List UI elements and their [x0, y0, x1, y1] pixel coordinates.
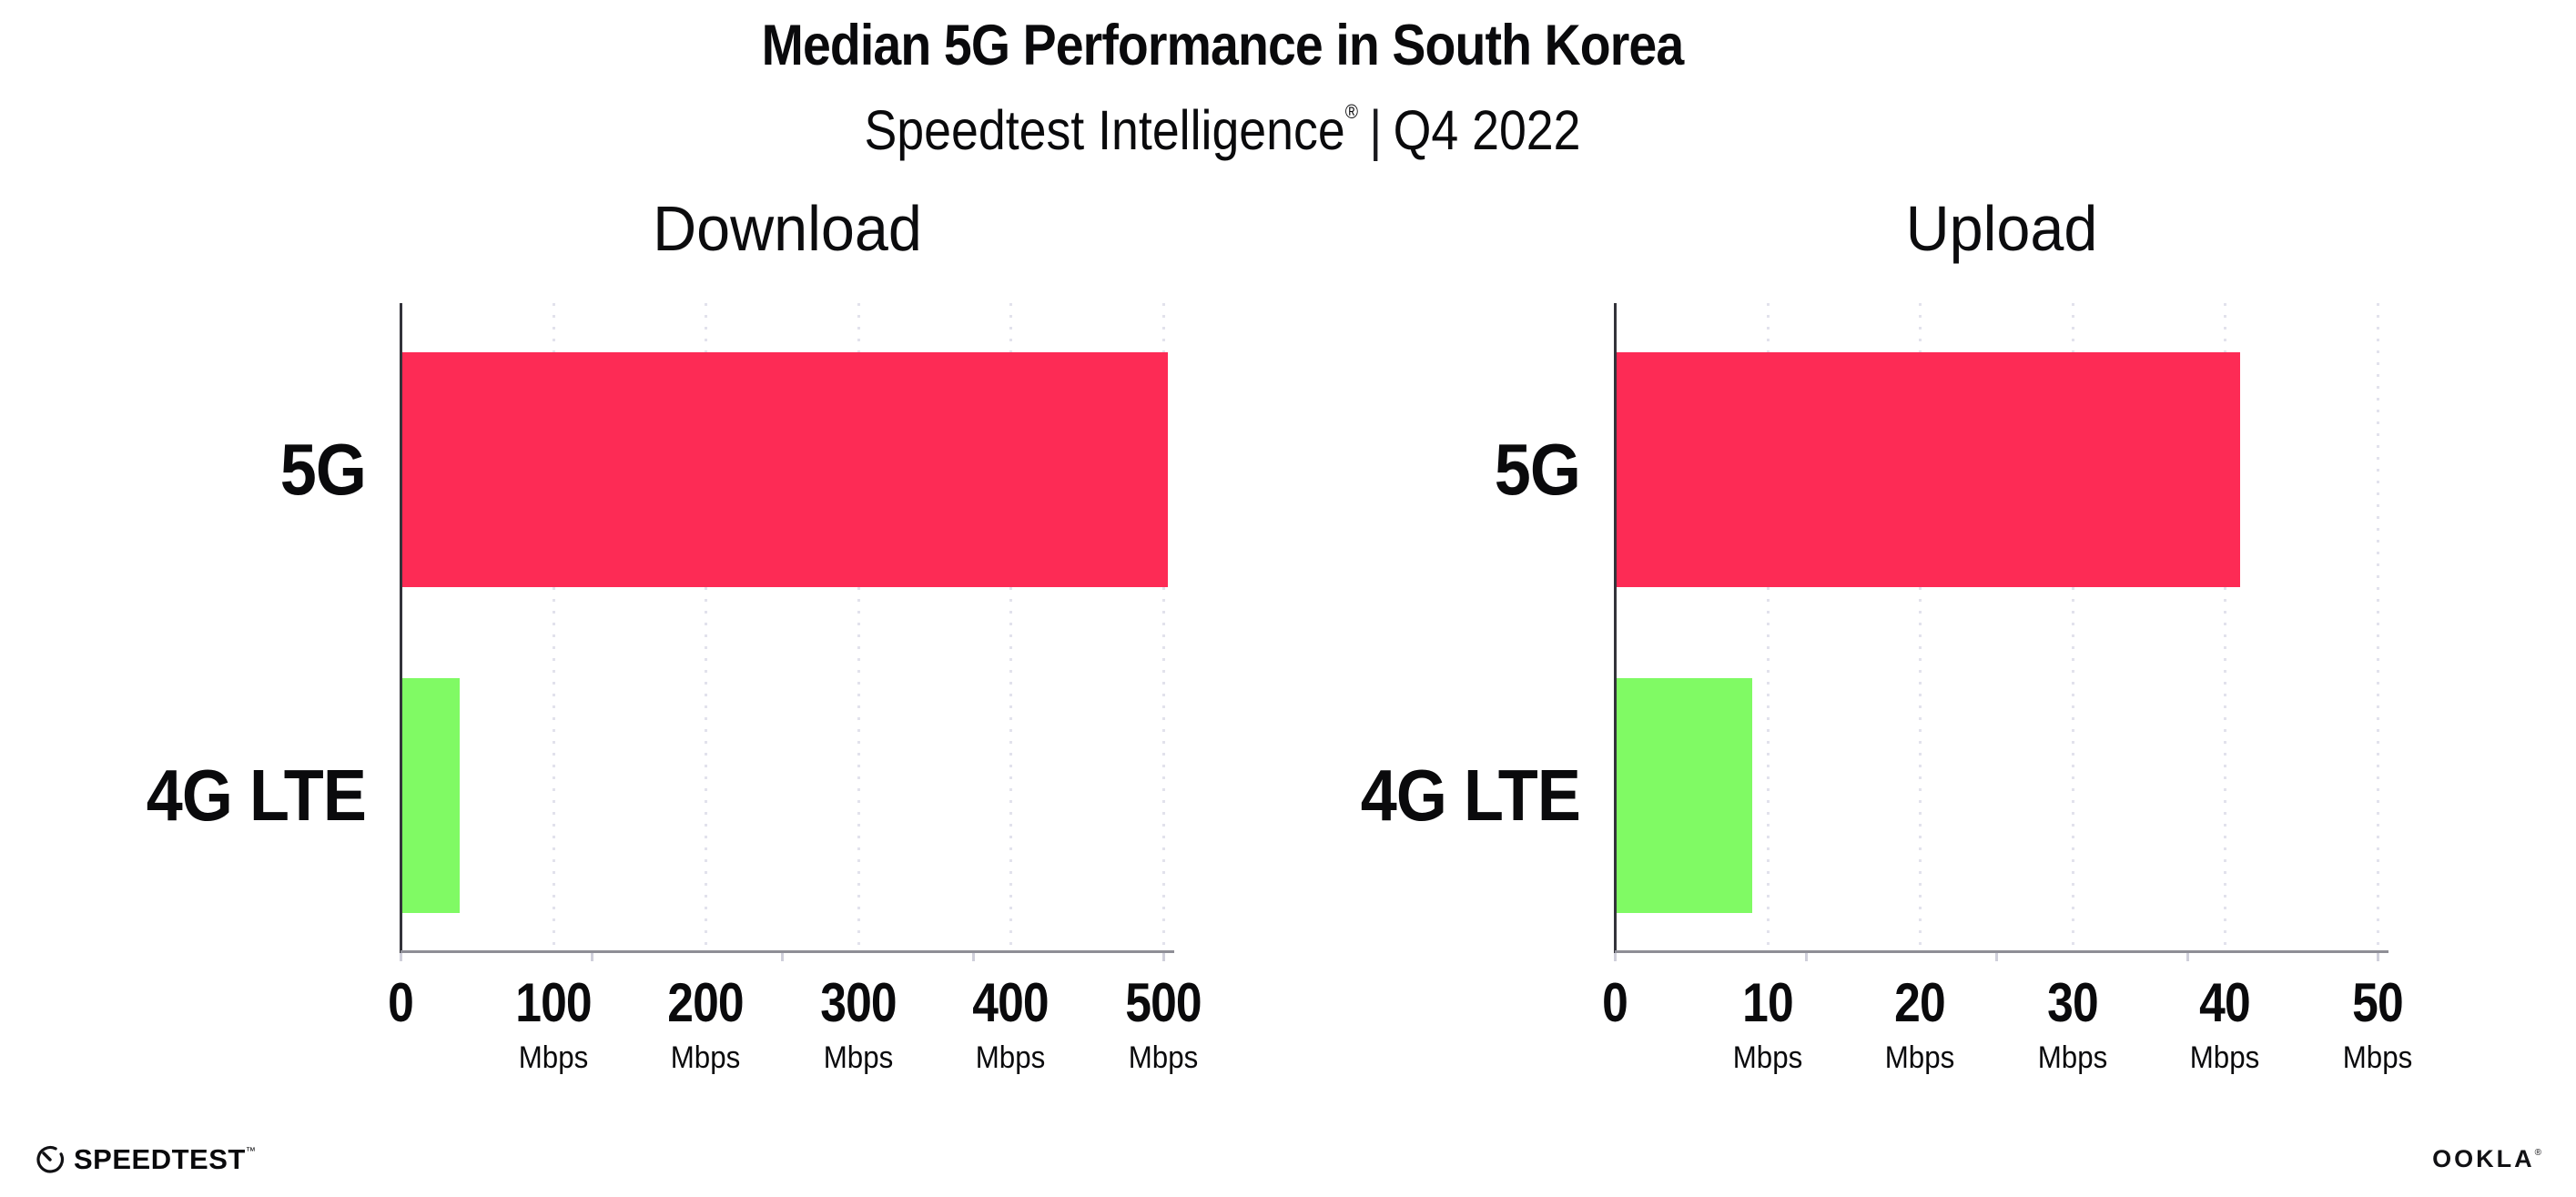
- download-tick-value: 100: [514, 972, 592, 1033]
- upload-chart-plot: Upload 5G 4G LTE 0 10 Mbps 20 Mbps 30 Mbps 40 Mbps…: [1361, 193, 2413, 1073]
- upload-gridline-50: [2377, 303, 2379, 951]
- download-tick-value: 400: [972, 972, 1050, 1033]
- download-bar-4g-lte: [401, 678, 461, 913]
- download-tick-value: 200: [667, 972, 744, 1033]
- upload-bar-4g-lte: [1615, 678, 1752, 913]
- upload-y-axis-line: [1614, 303, 1617, 953]
- upload-tick-unit: Mbps: [2037, 1040, 2108, 1075]
- ookla-logo: OOKLA®: [2432, 1145, 2541, 1172]
- subtitle-separator: |: [1369, 99, 1383, 161]
- download-gridline-400: [1009, 303, 1013, 951]
- download-category-label-5g: 5G: [279, 429, 367, 510]
- speedtest-logo: SPEEDTEST™: [35, 1143, 256, 1176]
- download-tick-label-300: 300 Mbps: [758, 972, 958, 1075]
- speedtest-wordmark: SPEEDTEST™: [74, 1143, 257, 1175]
- page-subtitle: Speedtest Intelligence® | Q4 2022: [89, 98, 2356, 162]
- download-tick-label-500: 500 Mbps: [1063, 972, 1263, 1075]
- upload-tick-value: 20: [1894, 972, 1946, 1033]
- trademark-mark: ™: [245, 1146, 257, 1157]
- download-axis-tick: [1162, 953, 1165, 961]
- download-tick-value: 0: [388, 972, 414, 1033]
- upload-axis-tick: [2186, 953, 2189, 961]
- registered-mark: ®: [2534, 1148, 2541, 1158]
- download-gridline-200: [705, 303, 708, 951]
- download-chart-title: Download: [653, 193, 922, 264]
- download-gridline-300: [857, 303, 860, 951]
- upload-tick-unit: Mbps: [2190, 1040, 2260, 1075]
- upload-tick-value: 0: [1602, 972, 1628, 1033]
- download-chart-plot: Download 5G 4G LTE 0 100 Mbps 200 Mbps 300 Mbps 4…: [147, 193, 1202, 1073]
- download-tick-unit: Mbps: [976, 1040, 1046, 1075]
- download-tick-label-0: 0: [300, 975, 501, 1031]
- upload-x-axis-line: [1615, 950, 2388, 953]
- download-tick-value: 300: [820, 972, 897, 1033]
- upload-gridline-30: [2071, 303, 2074, 951]
- download-gridline-500: [1162, 303, 1165, 951]
- upload-gridline-20: [1919, 303, 1922, 951]
- download-tick-unit: Mbps: [823, 1040, 894, 1075]
- upload-tick-label-0: 0: [1515, 975, 1715, 1031]
- download-tick-label-400: 400 Mbps: [910, 972, 1111, 1075]
- download-gridline-100: [552, 303, 555, 951]
- upload-axis-tick: [2377, 953, 2379, 961]
- download-x-axis-line: [401, 950, 1174, 953]
- download-tick-label-200: 200 Mbps: [605, 972, 806, 1075]
- download-axis-tick: [781, 953, 784, 961]
- download-tick-unit: Mbps: [670, 1040, 741, 1075]
- page-title: Median 5G Performance in South Korea: [761, 14, 1685, 77]
- registered-mark: ®: [1344, 100, 1358, 123]
- download-tick-unit: Mbps: [518, 1040, 588, 1075]
- upload-tick-label-10: 10 Mbps: [1668, 972, 1868, 1075]
- download-axis-tick: [400, 953, 402, 961]
- ookla-stylized-k: K: [2476, 1145, 2497, 1172]
- download-axis-tick: [971, 953, 975, 961]
- upload-tick-unit: Mbps: [2342, 1040, 2413, 1075]
- upload-gridline-10: [1766, 303, 1770, 951]
- download-category-label-4g-lte: 4G LTE: [146, 755, 367, 836]
- upload-tick-label-30: 30 Mbps: [1973, 972, 2173, 1075]
- upload-tick-unit: Mbps: [1884, 1040, 1955, 1075]
- upload-tick-label-50: 50 Mbps: [2277, 972, 2478, 1075]
- download-tick-label-100: 100 Mbps: [453, 972, 654, 1075]
- upload-tick-value: 50: [2352, 972, 2404, 1033]
- upload-tick-label-40: 40 Mbps: [2125, 972, 2325, 1075]
- download-axis-tick: [590, 953, 593, 961]
- upload-bar-5g: [1615, 352, 2241, 587]
- upload-axis-tick: [1995, 953, 1998, 961]
- upload-axis-tick: [1614, 953, 1617, 961]
- subtitle-brand: Speedtest Intelligence: [864, 99, 1345, 161]
- upload-category-label-4g-lte: 4G LTE: [1360, 755, 1581, 836]
- upload-tick-value: 10: [1741, 972, 1794, 1033]
- upload-axis-tick: [1804, 953, 1808, 961]
- upload-tick-unit: Mbps: [1732, 1040, 1802, 1075]
- download-tick-value: 500: [1125, 972, 1202, 1033]
- upload-tick-value: 30: [2046, 972, 2099, 1033]
- upload-tick-value: 40: [2199, 972, 2252, 1033]
- upload-gridline-40: [2224, 303, 2227, 951]
- upload-tick-label-20: 20 Mbps: [1820, 972, 2020, 1075]
- download-y-axis-line: [400, 303, 402, 953]
- download-bar-5g: [401, 352, 1169, 587]
- upload-chart-title: Upload: [1905, 193, 2098, 264]
- download-tick-unit: Mbps: [1128, 1040, 1199, 1075]
- upload-category-label-5g: 5G: [1494, 429, 1581, 510]
- subtitle-period: Q4 2022: [1393, 99, 1581, 161]
- speedometer-gauge-icon: [36, 1145, 65, 1173]
